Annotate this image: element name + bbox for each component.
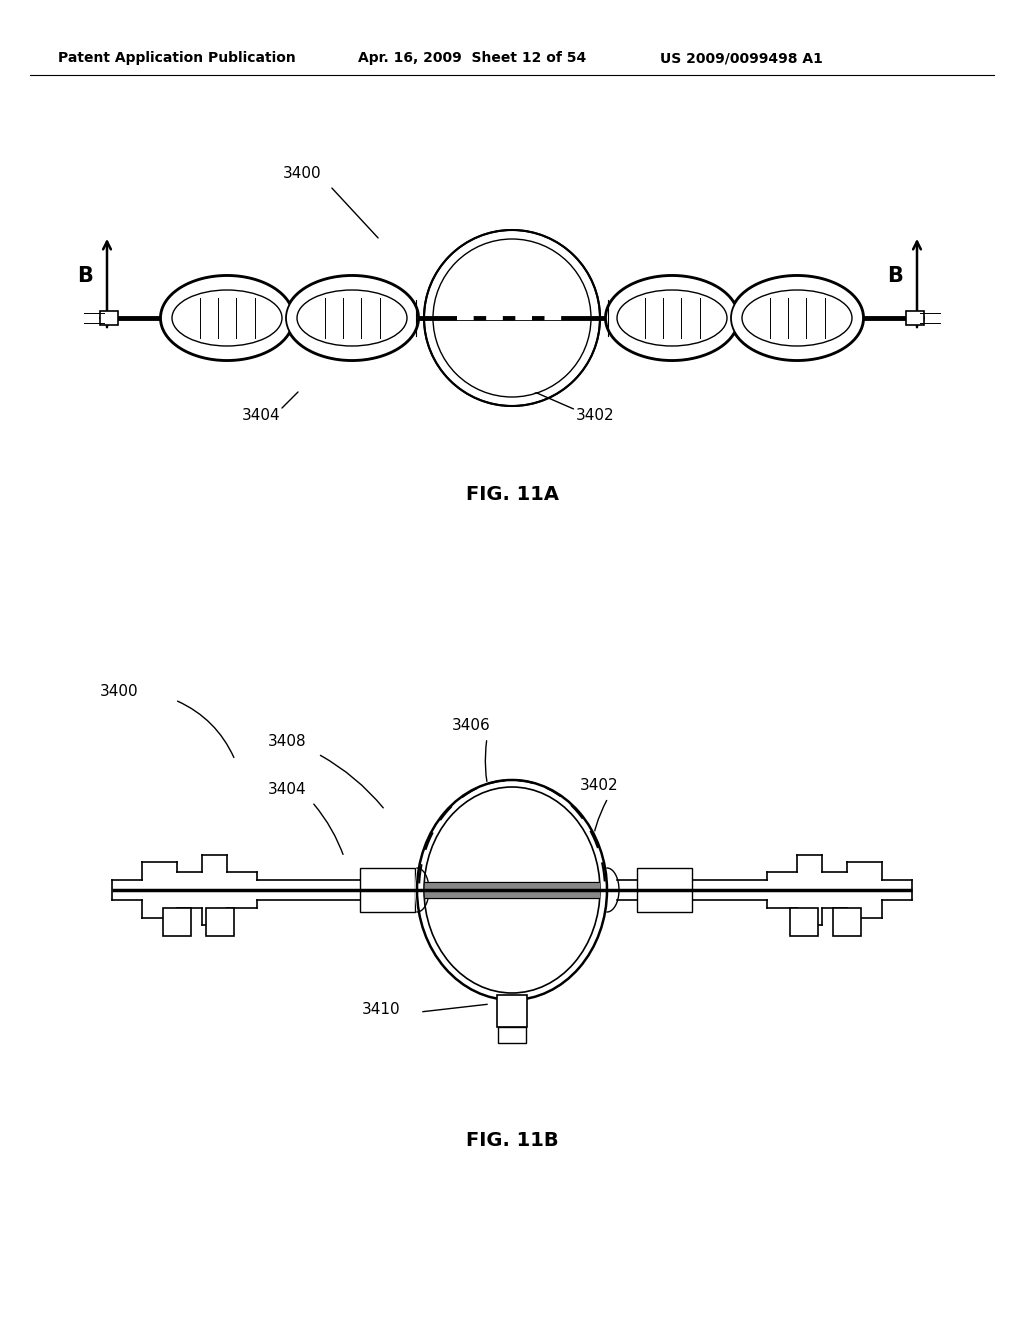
Ellipse shape [415, 777, 609, 1002]
Text: 3404: 3404 [268, 783, 306, 797]
Bar [163, 908, 191, 936]
Ellipse shape [161, 276, 293, 360]
Text: B: B [77, 267, 93, 286]
Text: 3402: 3402 [580, 779, 618, 793]
Ellipse shape [617, 290, 727, 346]
Bar [100, 312, 118, 325]
Ellipse shape [606, 276, 738, 360]
Text: B: B [887, 267, 903, 286]
Text: 3404: 3404 [242, 408, 281, 422]
Bar [637, 869, 692, 912]
Bar [360, 869, 415, 912]
Text: 3410: 3410 [362, 1002, 400, 1018]
Ellipse shape [731, 276, 863, 360]
Circle shape [434, 240, 590, 396]
Text: Apr. 16, 2009  Sheet 12 of 54: Apr. 16, 2009 Sheet 12 of 54 [358, 51, 587, 65]
Text: FIG. 11B: FIG. 11B [466, 1130, 558, 1150]
Text: FIG. 11A: FIG. 11A [466, 486, 558, 504]
Ellipse shape [297, 290, 407, 346]
Bar [906, 312, 924, 325]
Ellipse shape [172, 290, 282, 346]
Text: 3400: 3400 [283, 166, 322, 181]
Bar [498, 1027, 526, 1043]
Bar [833, 908, 861, 936]
Text: 3402: 3402 [575, 408, 614, 422]
Bar [206, 908, 234, 936]
Text: Patent Application Publication: Patent Application Publication [58, 51, 296, 65]
Ellipse shape [742, 290, 852, 346]
Bar [790, 908, 818, 936]
Text: 3408: 3408 [268, 734, 306, 750]
Text: US 2009/0099498 A1: US 2009/0099498 A1 [660, 51, 823, 65]
Bar [497, 995, 527, 1027]
Text: 3406: 3406 [452, 718, 490, 734]
Text: 3400: 3400 [100, 685, 138, 700]
Ellipse shape [286, 276, 418, 360]
